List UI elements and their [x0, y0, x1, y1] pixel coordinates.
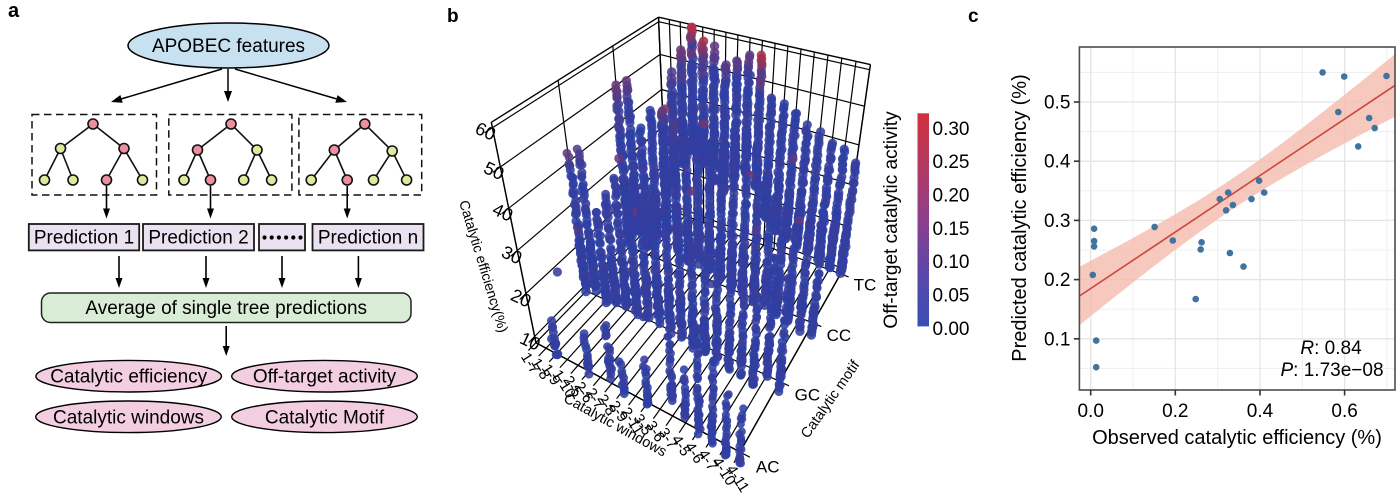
svg-text:0.00: 0.00	[933, 319, 970, 340]
svg-text:0.25: 0.25	[933, 152, 970, 173]
svg-text:Prediction n: Prediction n	[318, 228, 418, 249]
svg-text:0.05: 0.05	[933, 286, 970, 307]
svg-text:0.1: 0.1	[1044, 329, 1070, 350]
svg-text:0.4: 0.4	[1044, 152, 1071, 173]
svg-text:Observed catalytic efficiency: Observed catalytic efficiency (%)	[1092, 427, 1382, 449]
svg-text:0.5: 0.5	[1044, 93, 1070, 114]
svg-text:Predicted catalytic efficiency: Predicted catalytic efficiency (%)	[1009, 74, 1031, 362]
svg-text:0.10: 0.10	[933, 252, 970, 273]
svg-text:0.6: 0.6	[1331, 401, 1357, 422]
svg-text:R: 0.84: R: 0.84	[1300, 338, 1362, 359]
svg-text:GC: GC	[795, 386, 821, 405]
svg-text:Prediction 2: Prediction 2	[148, 228, 248, 249]
svg-text:0.2: 0.2	[1162, 401, 1188, 422]
svg-text:0.20: 0.20	[933, 186, 970, 207]
svg-text:Catalytic Motif: Catalytic Motif	[265, 407, 385, 428]
svg-text:CC: CC	[827, 326, 852, 345]
svg-text:0.3: 0.3	[1044, 211, 1070, 232]
svg-text:a: a	[8, 0, 20, 22]
svg-text:0.15: 0.15	[933, 219, 970, 240]
svg-text:APOBEC features: APOBEC features	[152, 36, 305, 57]
svg-text:Average of single tree predict: Average of single tree predictions	[85, 298, 367, 319]
svg-text:Prediction 1: Prediction 1	[34, 228, 134, 249]
svg-text:Off-target catalytic activity: Off-target catalytic activity	[881, 111, 902, 329]
svg-text:c: c	[968, 6, 979, 27]
svg-text:Off-target activity: Off-target activity	[253, 367, 397, 388]
svg-text:Catalytic efficiency: Catalytic efficiency	[50, 367, 207, 388]
svg-text:0.0: 0.0	[1077, 401, 1103, 422]
svg-text:TC: TC	[854, 276, 877, 295]
svg-text:0.2: 0.2	[1044, 270, 1070, 291]
svg-text:0.4: 0.4	[1247, 401, 1274, 422]
svg-text:AC: AC	[756, 458, 780, 477]
svg-text:b: b	[447, 6, 459, 27]
svg-text:0.30: 0.30	[933, 119, 970, 140]
svg-text:P: 1.73e−08: P: 1.73e−08	[1280, 360, 1383, 381]
svg-text:Catalytic windows: Catalytic windows	[53, 407, 204, 428]
